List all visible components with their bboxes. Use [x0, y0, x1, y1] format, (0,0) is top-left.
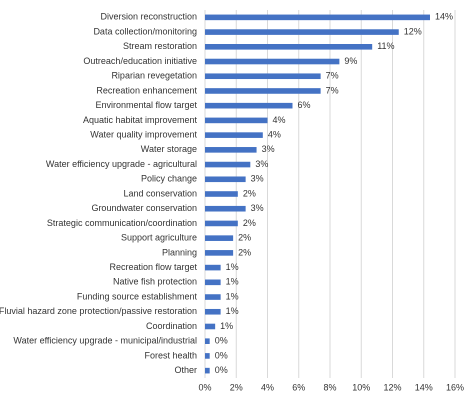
bar [205, 58, 340, 65]
bar [205, 367, 210, 374]
y-tick-label: Stream restoration [123, 41, 197, 51]
bar [205, 102, 293, 109]
y-tick-label: Strategic communication/coordination [47, 218, 197, 228]
bar [205, 294, 221, 300]
data-label: 7% [326, 85, 339, 95]
data-label: 11% [377, 41, 394, 51]
y-tick-label: Funding source establishment [77, 291, 198, 301]
y-tick-label: Planning [162, 247, 197, 257]
x-tick-label: 16% [446, 382, 464, 392]
bar [205, 279, 221, 286]
bar [205, 132, 263, 138]
y-tick-label: Water quality improvement [90, 129, 197, 139]
data-label: 1% [220, 321, 233, 331]
data-label: 4% [268, 129, 281, 139]
x-tick-label: 12% [383, 382, 401, 392]
bar [205, 147, 257, 153]
y-tick-label: Forest health [144, 350, 197, 360]
y-tick-label: Outreach/education initiative [83, 56, 197, 66]
bar [205, 176, 246, 183]
bar [205, 117, 268, 124]
data-label: 6% [298, 100, 311, 110]
y-tick-label: Native fish protection [113, 277, 197, 287]
x-tick-label: 4% [261, 382, 274, 392]
bar [205, 205, 246, 212]
data-label: 0% [215, 365, 228, 375]
y-tick-label: Environmental flow target [95, 100, 197, 110]
data-label: 0% [215, 350, 228, 360]
data-label: 1% [226, 262, 239, 272]
data-label: 3% [251, 174, 264, 184]
bar [205, 191, 238, 197]
x-tick-label: 2% [230, 382, 243, 392]
bar [205, 73, 321, 80]
y-tick-label: Support agriculture [121, 233, 197, 243]
y-tick-label: Water storage [141, 144, 197, 154]
x-tick-label: 10% [352, 382, 370, 392]
y-tick-label: Recreation flow target [109, 262, 197, 272]
data-label: 1% [226, 291, 239, 301]
bar [205, 161, 251, 168]
y-tick-label: Data collection/monitoring [93, 26, 197, 36]
data-label: 4% [273, 115, 286, 125]
data-label: 3% [251, 203, 264, 213]
y-tick-label: Riparian revegetation [111, 71, 197, 81]
bar [205, 308, 221, 315]
x-tick-label: 8% [323, 382, 336, 392]
data-label: 3% [262, 144, 275, 154]
bar [205, 14, 430, 21]
y-tick-label: Land conservation [123, 188, 197, 198]
bar [205, 323, 216, 330]
data-label: 14% [435, 12, 453, 22]
bar [205, 220, 238, 227]
y-tick-label: Water efficiency upgrade - agricultural [46, 159, 197, 169]
data-label: 2% [243, 218, 256, 228]
data-label: 7% [326, 71, 339, 81]
data-label: 3% [255, 159, 268, 169]
y-tick-label: Coordination [146, 321, 197, 331]
bar [205, 353, 210, 359]
data-label: 2% [238, 233, 251, 243]
data-label: 2% [238, 247, 251, 257]
y-tick-label: Recreation enhancement [96, 85, 197, 95]
data-label: 12% [404, 26, 422, 36]
bar [205, 250, 234, 256]
data-label: 2% [243, 188, 256, 198]
y-tick-label: Diversion reconstruction [100, 12, 197, 22]
y-tick-label: Groundwater conservation [91, 203, 197, 213]
y-tick-label: Other [174, 365, 197, 375]
x-tick-label: 14% [415, 382, 433, 392]
x-tick-label: 0% [198, 382, 211, 392]
bar [205, 264, 221, 271]
data-label: 9% [344, 56, 357, 66]
y-tick-label: Water efficiency upgrade - municipal/ind… [13, 336, 197, 346]
data-label: 1% [226, 277, 239, 287]
bar [205, 235, 234, 241]
bar [205, 88, 321, 94]
x-tick-label: 6% [292, 382, 305, 392]
y-tick-label: Aquatic habitat improvement [83, 115, 198, 125]
data-label: 1% [226, 306, 239, 316]
bar [205, 338, 210, 344]
bar [205, 29, 399, 35]
bar [205, 44, 373, 50]
data-label: 0% [215, 336, 228, 346]
y-tick-label: Policy change [141, 174, 197, 184]
y-tick-label: Fluvial hazard zone protection/passive r… [0, 306, 197, 316]
